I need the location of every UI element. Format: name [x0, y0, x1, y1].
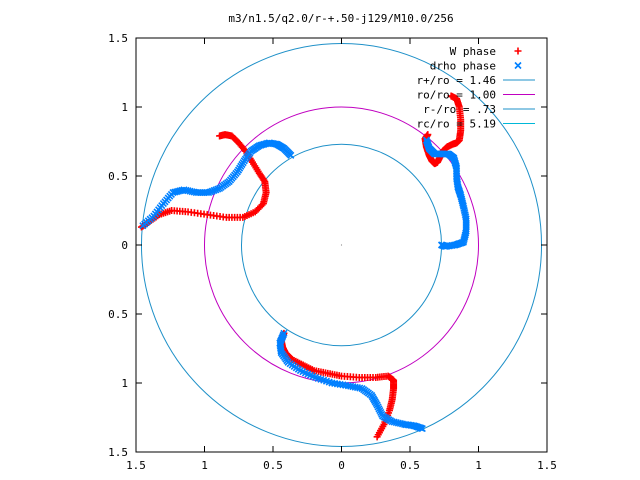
ytick-label-5: 1	[121, 101, 128, 114]
data-points	[137, 92, 470, 441]
point-s1-a0-96	[437, 241, 446, 249]
legend-label-4: r-/ro = .73	[423, 103, 496, 116]
point-s0-a1-41	[260, 176, 268, 184]
legend-marker-1	[514, 61, 522, 70]
legend-label-1: drho phase	[430, 60, 496, 73]
point-s0-a0-102	[447, 92, 455, 100]
chart-title: m3/n1.5/q2.0/r-+.50-j129/M10.0/256	[228, 12, 453, 25]
xtick-label-5: 1	[475, 459, 482, 472]
legend-label-0: W phase	[450, 45, 496, 58]
ytick-label-6: 1.5	[108, 32, 128, 45]
series-1	[139, 136, 470, 433]
point-s1-a1-96	[139, 222, 147, 230]
xtick-label-4: 0.5	[400, 459, 420, 472]
xtick-label-2: 0.5	[263, 459, 283, 472]
xtick-label-1: 1	[201, 459, 208, 472]
xtick-label-0: 1.5	[126, 459, 146, 472]
xtick-label-6: 1.5	[537, 459, 557, 472]
ytick-label-3: 0	[121, 239, 128, 252]
legend-label-3: ro/ro = 1.00	[417, 89, 496, 102]
ytick-label-2: 0.5	[108, 308, 128, 321]
center-dot	[340, 244, 343, 246]
ytick-label-0: 1.5	[108, 446, 128, 459]
point-s1-a2-90	[418, 424, 426, 433]
xtick-label-3: 0	[338, 459, 345, 472]
legend-label-5: rc/ro = 5.19	[417, 118, 496, 131]
ytick-label-1: 1	[121, 377, 128, 390]
ytick-label-4: 0.5	[108, 170, 128, 183]
axis-ticks: 1.5 1 0.5 0 0.5 1 1.51.510.500.511.5	[108, 32, 557, 472]
series-0	[137, 92, 465, 441]
legend-label-2: r+/ro = 1.46	[417, 74, 496, 87]
legend-marker-0	[514, 47, 522, 55]
point-s1-a2-47	[356, 384, 364, 392]
